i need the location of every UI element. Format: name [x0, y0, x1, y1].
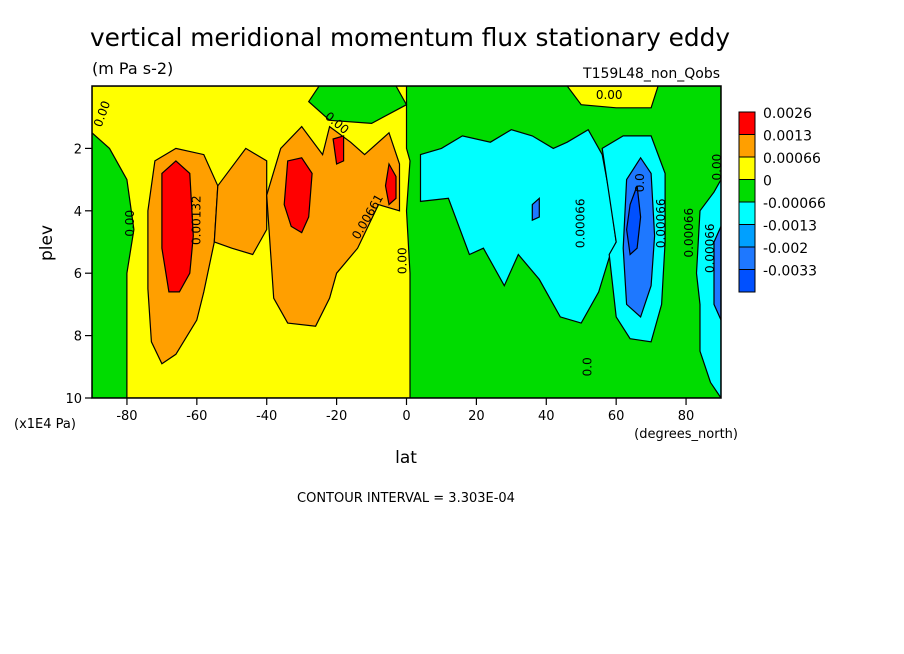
y-tick-label-0: 2 [74, 142, 82, 157]
contour-label-6: 0.00 [596, 88, 623, 102]
contour-region-10 [384, 162, 397, 206]
contour-region-3 [566, 86, 659, 109]
y-axis-units: (x1E4 Pa) [14, 417, 76, 432]
contour-region-2 [307, 86, 408, 125]
legend-label-2: 0.00066 [763, 151, 821, 167]
legend-label-0: 0.0026 [763, 106, 812, 122]
y-tick-label-3: 8 [74, 330, 82, 345]
legend-label-1: 0.0013 [763, 129, 812, 145]
x-tick-label-2: -40 [256, 409, 277, 424]
contour-label-11: 0.00066 [703, 223, 717, 273]
y-tick-label-1: 4 [74, 205, 82, 220]
x-tick-label-4: 0 [402, 409, 410, 424]
legend-swatch-5 [738, 224, 756, 248]
x-tick-label-0: -80 [116, 409, 137, 424]
contour-region-9 [332, 135, 345, 165]
contour-label-9: 0.00066 [654, 198, 668, 248]
x-tick-label-5: 20 [468, 409, 485, 424]
contour-region-7 [161, 160, 194, 293]
run-label: T159L48_non_Qobs [582, 66, 720, 82]
contour-label-10: 0.00066 [682, 208, 696, 258]
contour-region-8 [283, 157, 313, 234]
contour-label-5: 0.00 [396, 247, 410, 274]
contour-region-13 [695, 178, 721, 398]
x-tick-label-1: -60 [186, 409, 207, 424]
x-axis-label: lat [395, 448, 417, 468]
contour-label-2: 0.00132 [189, 195, 203, 245]
contour-region-17 [625, 185, 642, 256]
legend-swatch-6 [738, 246, 756, 270]
contour-fills [92, 86, 721, 398]
plot-area: 0.000.00 0.001320.000.006610.000.000.0006… [65, 85, 724, 424]
contour-region-16 [531, 196, 540, 222]
y-axis-ticks: 2 4 6 8 10 [65, 142, 92, 407]
x-tick-label-7: 60 [608, 409, 625, 424]
legend-swatch-1 [738, 134, 756, 158]
legend-label-4: -0.00066 [763, 196, 826, 212]
legend-label-3: 0 [763, 174, 772, 190]
contour-label-7: 0.00066 [574, 198, 588, 248]
legend-label-6: -0.002 [763, 241, 808, 257]
x-axis-units: (degrees_north) [634, 427, 738, 442]
legend-swatch-7 [738, 269, 756, 293]
y-axis-label: plev [37, 225, 57, 261]
x-tick-label-6: 40 [538, 409, 555, 424]
units-label: (m Pa s-2) [92, 59, 173, 78]
legend-swatch-3 [738, 179, 756, 203]
y-tick-label-4: 10 [65, 392, 82, 407]
x-axis-ticks: -80 -60 -40 -20 0 20 40 60 80 [116, 398, 694, 424]
x-tick-label-8: 80 [678, 409, 695, 424]
contour-region-5 [213, 147, 268, 256]
x-tick-label-3: -20 [326, 409, 347, 424]
contour-label-12: 0.00 [710, 154, 724, 181]
chart-title: vertical meridional momentum flux statio… [90, 23, 730, 52]
y-tick-label-2: 6 [74, 267, 82, 282]
legend-swatch-4 [738, 201, 756, 225]
colorbar-legend: 0.0026 0.0013 0.00066 0 -0.00066 -0.0013 -0.00… [738, 106, 826, 293]
legend-label-5: -0.0013 [763, 219, 817, 235]
legend-label-7: -0.0033 [763, 264, 817, 280]
legend-swatch-0 [738, 111, 756, 135]
contour-region-15 [713, 226, 721, 321]
contour-label-1: 0.00 [123, 210, 137, 237]
contour-label-8: 0.0 [633, 173, 647, 192]
legend-swatch-2 [738, 156, 756, 180]
contour-label-13: 0.0 [581, 357, 595, 376]
contour-interval-note: CONTOUR INTERVAL = 3.303E-04 [297, 491, 515, 506]
